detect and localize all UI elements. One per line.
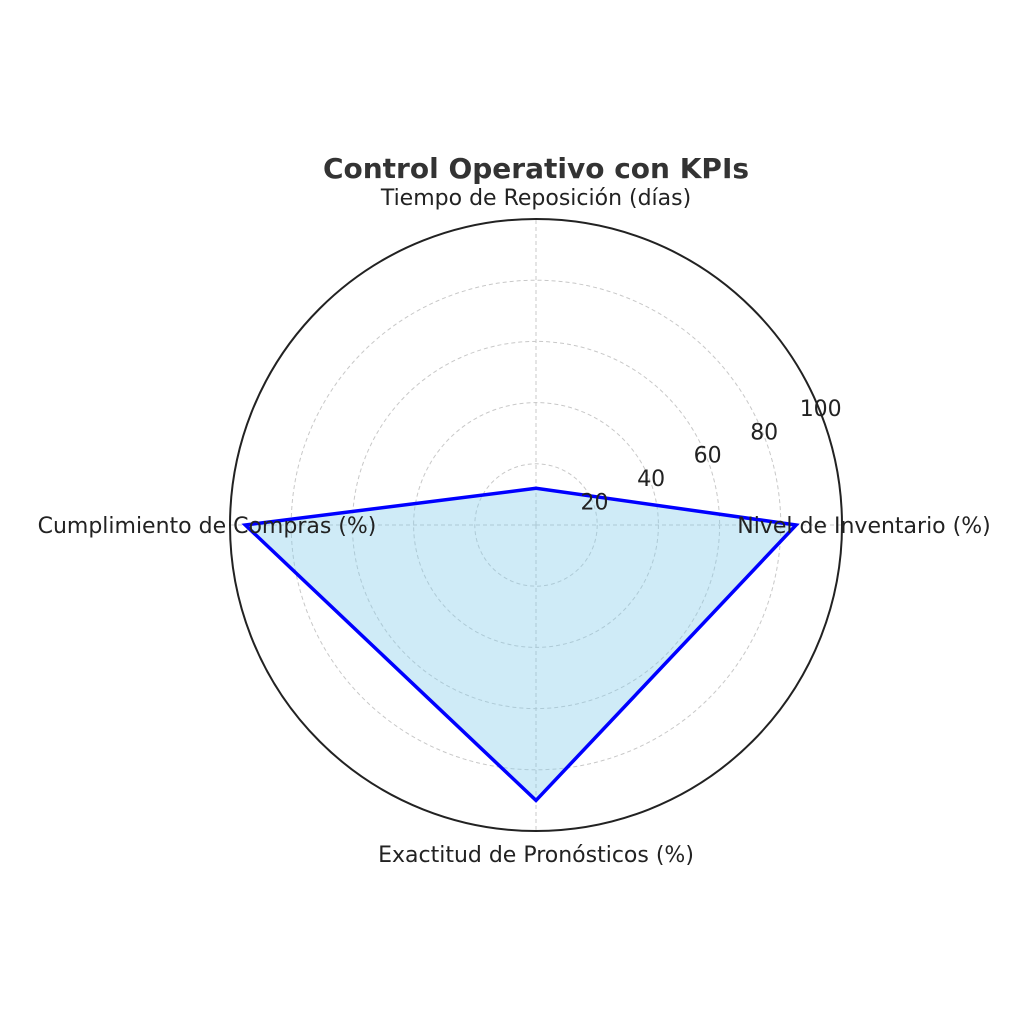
axis-label: Tiempo de Reposición (días) <box>380 186 691 211</box>
series-layer <box>241 486 800 803</box>
radial-tick-label: 80 <box>750 420 778 445</box>
grid-ring <box>290 279 782 771</box>
radial-tick-label: 40 <box>637 467 665 492</box>
axis-labels: Nivel de Inventario (%) Tiempo de Reposic… <box>38 186 991 868</box>
series-line <box>241 486 800 803</box>
outer-ring <box>229 218 843 832</box>
radial-tick-labels: 20 40 60 80 100 <box>581 397 842 516</box>
axis-label: Exactitud de Pronósticos (%) <box>378 843 694 868</box>
radial-tick-label: 100 <box>800 397 842 422</box>
chart-title: Control Operativo con KPIs <box>323 152 749 185</box>
grid-ring <box>474 463 598 587</box>
axis-label: Cumplimiento de Compras (%) <box>38 514 377 539</box>
radial-tick-label: 60 <box>694 444 722 469</box>
radial-tick-label: 20 <box>581 491 609 516</box>
axis-label: Nivel de Inventario (%) <box>737 514 990 539</box>
series-area <box>245 488 797 801</box>
